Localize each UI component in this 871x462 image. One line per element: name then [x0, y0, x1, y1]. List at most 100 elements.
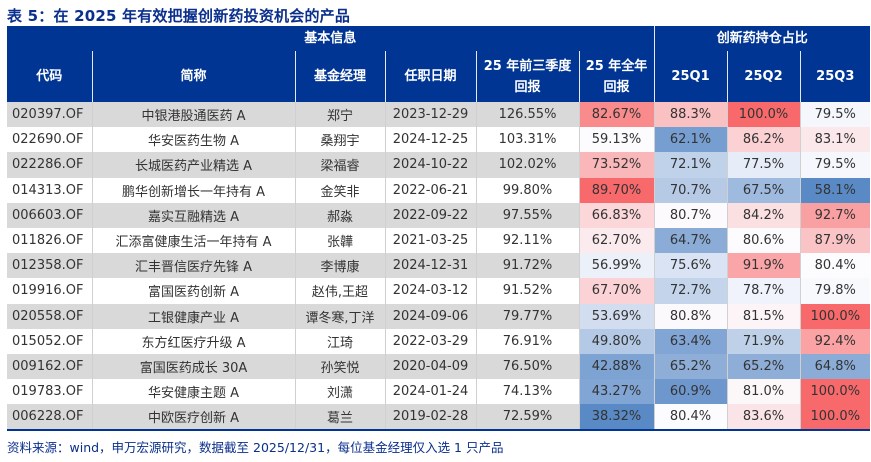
cell-q1: 80.4%	[653, 404, 728, 432]
cell-start-date: 2022-06-21	[384, 177, 476, 203]
cell-manager: 郑宁	[294, 102, 385, 128]
cell-return-year: 43.27%	[578, 379, 655, 405]
cell-return-year: 38.32%	[578, 404, 655, 432]
cell-code: 020397.OF	[7, 102, 92, 128]
cell-return-year: 82.67%	[578, 102, 655, 128]
cell-q1: 63.4%	[653, 328, 728, 354]
cell-q1: 65.2%	[653, 353, 728, 380]
cell-start-date: 2022-09-22	[384, 202, 476, 228]
cell-return-year: 89.70%	[578, 177, 655, 203]
cell-code: 006228.OF	[7, 404, 92, 432]
cell-return-3q: 76.91%	[475, 328, 579, 354]
cell-return-year: 49.80%	[578, 328, 655, 354]
cell-start-date: 2022-03-29	[384, 328, 476, 354]
cell-q2: 71.9%	[726, 328, 801, 354]
col-header-25q1: 25Q1	[653, 51, 728, 102]
cell-q2: 84.2%	[726, 202, 801, 228]
cell-q1: 80.7%	[653, 202, 728, 228]
cell-return-3q: 92.11%	[475, 227, 579, 254]
table-row: 014313.OF 鹏华创新增长一年持有 A 金笑非 2022-06-21 99.80%…	[7, 177, 871, 203]
cell-name: 华安医药生物 A	[91, 127, 295, 153]
cell-q3: 92.4%	[799, 328, 871, 354]
cell-q1: 72.7%	[653, 278, 728, 304]
table-row: 015052.OF 东方红医疗升级 A 江琦 2022-03-29 76.91% 49.8…	[7, 328, 871, 354]
table-row: 006603.OF 嘉实互融精选 A 郝淼 2022-09-22 97.55% 66.83…	[7, 202, 871, 228]
source-note: 资料来源：wind，申万宏源研究，数据截至 2025/12/31，每位基金经理仅…	[7, 440, 504, 455]
cell-start-date: 2024-03-12	[384, 278, 476, 304]
cell-q1: 72.1%	[653, 152, 728, 178]
table-row: 022286.OF 长城医药产业精选 A 梁福睿 2024-10-22 102.02% 7…	[7, 152, 871, 178]
col-header-code: 代码	[7, 51, 92, 102]
cell-return-3q: 79.77%	[475, 303, 579, 329]
cell-start-date: 2024-12-25	[384, 127, 476, 153]
cell-manager: 刘潇	[294, 379, 385, 405]
cell-return-3q: 76.50%	[475, 353, 579, 380]
cell-q2: 77.5%	[726, 152, 801, 178]
table-row: 020397.OF 中银港股通医药 A 郑宁 2023-12-29 126.55% 82.…	[7, 102, 871, 128]
cell-q3: 58.1%	[799, 177, 871, 203]
cell-name: 工银健康产业 A	[91, 303, 295, 329]
fund-table: 基本信息 创新药持仓占比 代码 简称 基金经理 任职日期 25 年前三季度回报 …	[7, 26, 871, 432]
cell-start-date: 2024-12-31	[384, 253, 476, 279]
col-header-start-date: 任职日期	[384, 51, 476, 102]
table-row: 019916.OF 富国医药创新 A 赵伟,王超 2024-03-12 91.52% 67…	[7, 278, 871, 304]
cell-q2: 80.6%	[726, 227, 801, 254]
group-header-basic: 基本信息	[7, 26, 655, 51]
cell-q3: 64.8%	[799, 353, 871, 380]
cell-return-year: 73.52%	[578, 152, 655, 178]
cell-start-date: 2023-12-29	[384, 102, 476, 128]
cell-code: 006603.OF	[7, 202, 92, 228]
cell-q3: 100.0%	[799, 379, 871, 405]
cell-q2: 65.2%	[726, 353, 801, 380]
cell-manager: 江琦	[294, 328, 385, 354]
cell-q1: 88.3%	[653, 102, 728, 128]
cell-name: 鹏华创新增长一年持有 A	[91, 177, 295, 203]
cell-return-3q: 126.55%	[475, 102, 579, 128]
cell-return-year: 62.70%	[578, 227, 655, 254]
cell-q1: 64.7%	[653, 227, 728, 254]
cell-q3: 100.0%	[799, 303, 871, 329]
table-row: 019783.OF 华安健康主题 A 刘潇 2024-01-24 74.13% 43.27…	[7, 379, 871, 405]
cell-start-date: 2021-03-25	[384, 227, 476, 254]
cell-q3: 79.5%	[799, 152, 871, 178]
cell-manager: 梁福睿	[294, 152, 385, 178]
col-header-manager: 基金经理	[294, 51, 385, 102]
cell-name: 汇丰晋信医疗先锋 A	[91, 253, 295, 279]
cell-q1: 75.6%	[653, 253, 728, 279]
cell-manager: 郝淼	[294, 202, 385, 228]
cell-start-date: 2019-02-28	[384, 404, 476, 432]
cell-code: 012358.OF	[7, 253, 92, 279]
cell-return-3q: 97.55%	[475, 202, 579, 228]
cell-manager: 张韡	[294, 227, 385, 254]
cell-code: 009162.OF	[7, 353, 92, 380]
table-row: 022690.OF 华安医药生物 A 桑翔宇 2024-12-25 103.31% 59.…	[7, 127, 871, 153]
cell-return-3q: 91.72%	[475, 253, 579, 279]
cell-return-3q: 72.59%	[475, 404, 579, 432]
cell-q1: 80.8%	[653, 303, 728, 329]
col-header-25q3: 25Q3	[799, 51, 871, 102]
table-row: 006228.OF 中欧医疗创新 A 葛兰 2019-02-28 72.59% 38.32…	[7, 404, 871, 432]
cell-return-3q: 91.52%	[475, 278, 579, 304]
cell-return-3q: 103.31%	[475, 127, 579, 153]
cell-name: 富国医药创新 A	[91, 278, 295, 304]
col-header-25q2: 25Q2	[726, 51, 801, 102]
col-header-name: 简称	[91, 51, 295, 102]
cell-q3: 100.0%	[799, 404, 871, 432]
cell-code: 022690.OF	[7, 127, 92, 153]
table-title: 表 5：在 2025 年有效把握创新药投资机会的产品	[7, 7, 351, 25]
cell-name: 中银港股通医药 A	[91, 102, 295, 128]
cell-q3: 92.7%	[799, 202, 871, 228]
cell-name: 长城医药产业精选 A	[91, 152, 295, 178]
cell-manager: 孙笑悦	[294, 353, 385, 380]
cell-code: 019783.OF	[7, 379, 92, 405]
cell-q2: 83.6%	[726, 404, 801, 432]
cell-manager: 李博康	[294, 253, 385, 279]
cell-manager: 赵伟,王超	[294, 278, 385, 304]
cell-q1: 60.9%	[653, 379, 728, 405]
cell-name: 中欧医疗创新 A	[91, 404, 295, 432]
cell-q2: 81.5%	[726, 303, 801, 329]
cell-q1: 70.7%	[653, 177, 728, 203]
cell-code: 020558.OF	[7, 303, 92, 329]
cell-code: 015052.OF	[7, 328, 92, 354]
cell-code: 019916.OF	[7, 278, 92, 304]
